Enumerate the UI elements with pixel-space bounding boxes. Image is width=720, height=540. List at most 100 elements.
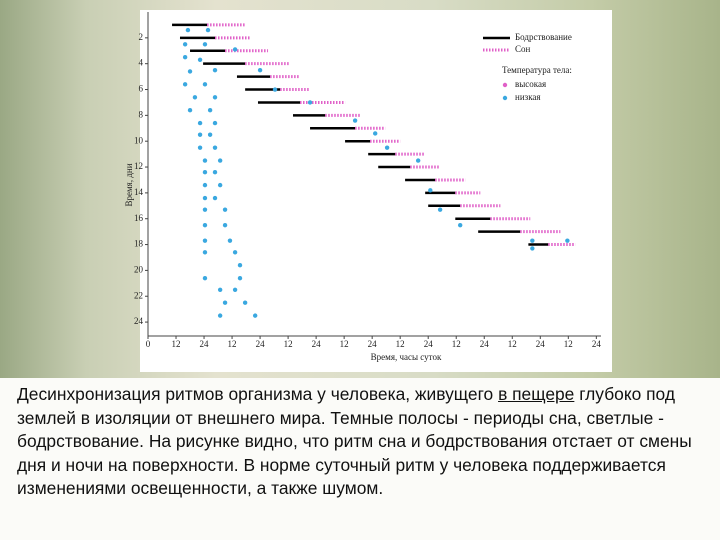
- y-tick-label: 12: [134, 161, 143, 171]
- y-tick-label: 16: [134, 213, 144, 223]
- x-axis-label: Время, часы суток: [371, 352, 442, 362]
- temperature-point: [232, 250, 238, 255]
- x-tick-label: 24: [200, 339, 210, 349]
- caption-text: Десинхронизация ритмов организма у челов…: [17, 384, 499, 404]
- temperature-point: [237, 275, 243, 281]
- temperature-point: [197, 132, 203, 137]
- legend-label: высокая: [515, 79, 546, 89]
- temperature-point: [257, 67, 263, 73]
- temperature-point: [457, 222, 463, 228]
- temperature-point: [530, 238, 535, 243]
- temperature-point: [217, 182, 223, 188]
- x-tick-label: 12: [452, 339, 461, 349]
- y-tick-label: 18: [134, 239, 144, 249]
- temperature-point: [352, 118, 358, 123]
- temperature-point: [222, 300, 228, 305]
- temperature-point: [205, 27, 211, 33]
- temperature-point: [530, 246, 535, 251]
- y-axis-label: Время, дни: [124, 163, 134, 206]
- x-tick-label: 12: [396, 339, 405, 349]
- temperature-point: [217, 158, 223, 163]
- temperature-point: [187, 69, 193, 74]
- temperature-point: [272, 87, 278, 92]
- chart: Время, часы суток Время, дни 0 12 24 12 24 12…: [124, 10, 612, 372]
- legend-label: низкая: [515, 92, 541, 102]
- x-tick-label: 12: [284, 339, 293, 349]
- temperature-point: [182, 55, 188, 60]
- y-tick-label: 10: [134, 135, 144, 145]
- temperature-point: [217, 313, 223, 318]
- y-tick-label: 6: [139, 84, 144, 94]
- x-tick-label: 24: [480, 339, 490, 349]
- y-tick-label: 14: [134, 187, 144, 197]
- temperature-point: [185, 27, 191, 33]
- temperature-point: [212, 95, 218, 100]
- temperature-point: [187, 107, 193, 113]
- temperature-point: [242, 300, 248, 305]
- temperature-point: [192, 95, 198, 100]
- temperature-point: [202, 82, 208, 87]
- temperature-point: [437, 207, 443, 212]
- legend-title: Температура тела:: [502, 65, 572, 75]
- temperature-point: [222, 207, 228, 212]
- x-tick-label: 12: [340, 339, 349, 349]
- x-tick-label: 24: [368, 339, 378, 349]
- temperature-point: [207, 107, 213, 113]
- x-tick-label: 24: [312, 339, 322, 349]
- y-tick-label: 22: [134, 290, 143, 300]
- temperature-point: [202, 275, 208, 281]
- temperature-point: [202, 195, 208, 201]
- temperature-point: [182, 82, 188, 87]
- temperature-point: [307, 100, 313, 105]
- chart-panel: [140, 10, 612, 372]
- caption-text: глубоко под землей в изоляции от внешнег…: [17, 384, 692, 499]
- legend-label: Сон: [515, 44, 531, 54]
- y-tick-label: 2: [139, 32, 144, 42]
- temperature-point: [197, 120, 203, 126]
- temperature-point: [373, 131, 378, 136]
- temperature-point: [222, 222, 228, 228]
- y-tick-label: 4: [139, 58, 144, 68]
- caption-underlined: в пещере: [498, 384, 575, 404]
- temperature-point: [212, 170, 218, 175]
- x-tick-label: 24: [424, 339, 434, 349]
- caption: Десинхронизация ритмов организма у челов…: [0, 378, 720, 540]
- temperature-point: [197, 145, 203, 150]
- temperature-point: [384, 145, 390, 150]
- temperature-point: [202, 182, 208, 188]
- x-tick-label: 24: [256, 339, 266, 349]
- temperature-point: [415, 158, 421, 163]
- x-tick-label: 12: [228, 339, 237, 349]
- temperature-point: [212, 67, 218, 73]
- temperature-point: [565, 238, 570, 243]
- temperature-point: [212, 145, 218, 150]
- x-tick-label: 12: [172, 339, 181, 349]
- temperature-point: [232, 47, 238, 52]
- temperature-point: [237, 263, 243, 268]
- legend-label: Бодрствование: [515, 32, 572, 42]
- x-tick-label: 12: [564, 339, 573, 349]
- legend-swatch: [502, 95, 508, 101]
- temperature-point: [202, 238, 208, 243]
- temperature-point: [212, 195, 218, 201]
- temperature-point: [182, 42, 188, 47]
- y-tick-label: 24: [134, 316, 144, 326]
- x-tick-label: 0: [146, 339, 151, 349]
- temperature-point: [202, 158, 208, 163]
- temperature-point: [202, 250, 208, 255]
- temperature-point: [202, 207, 208, 212]
- temperature-point: [428, 188, 433, 193]
- x-tick-label: 24: [536, 339, 546, 349]
- y-tick-label: 8: [139, 109, 144, 119]
- temperature-point: [232, 287, 238, 292]
- legend-swatch: [502, 82, 508, 88]
- x-tick-label: 24: [592, 339, 602, 349]
- x-tick-label: 12: [508, 339, 517, 349]
- temperature-point: [207, 132, 213, 137]
- temperature-point: [202, 170, 208, 175]
- temperature-point: [197, 57, 203, 63]
- temperature-point: [202, 222, 208, 228]
- y-tick-label: 20: [134, 264, 144, 274]
- temperature-point: [252, 313, 258, 318]
